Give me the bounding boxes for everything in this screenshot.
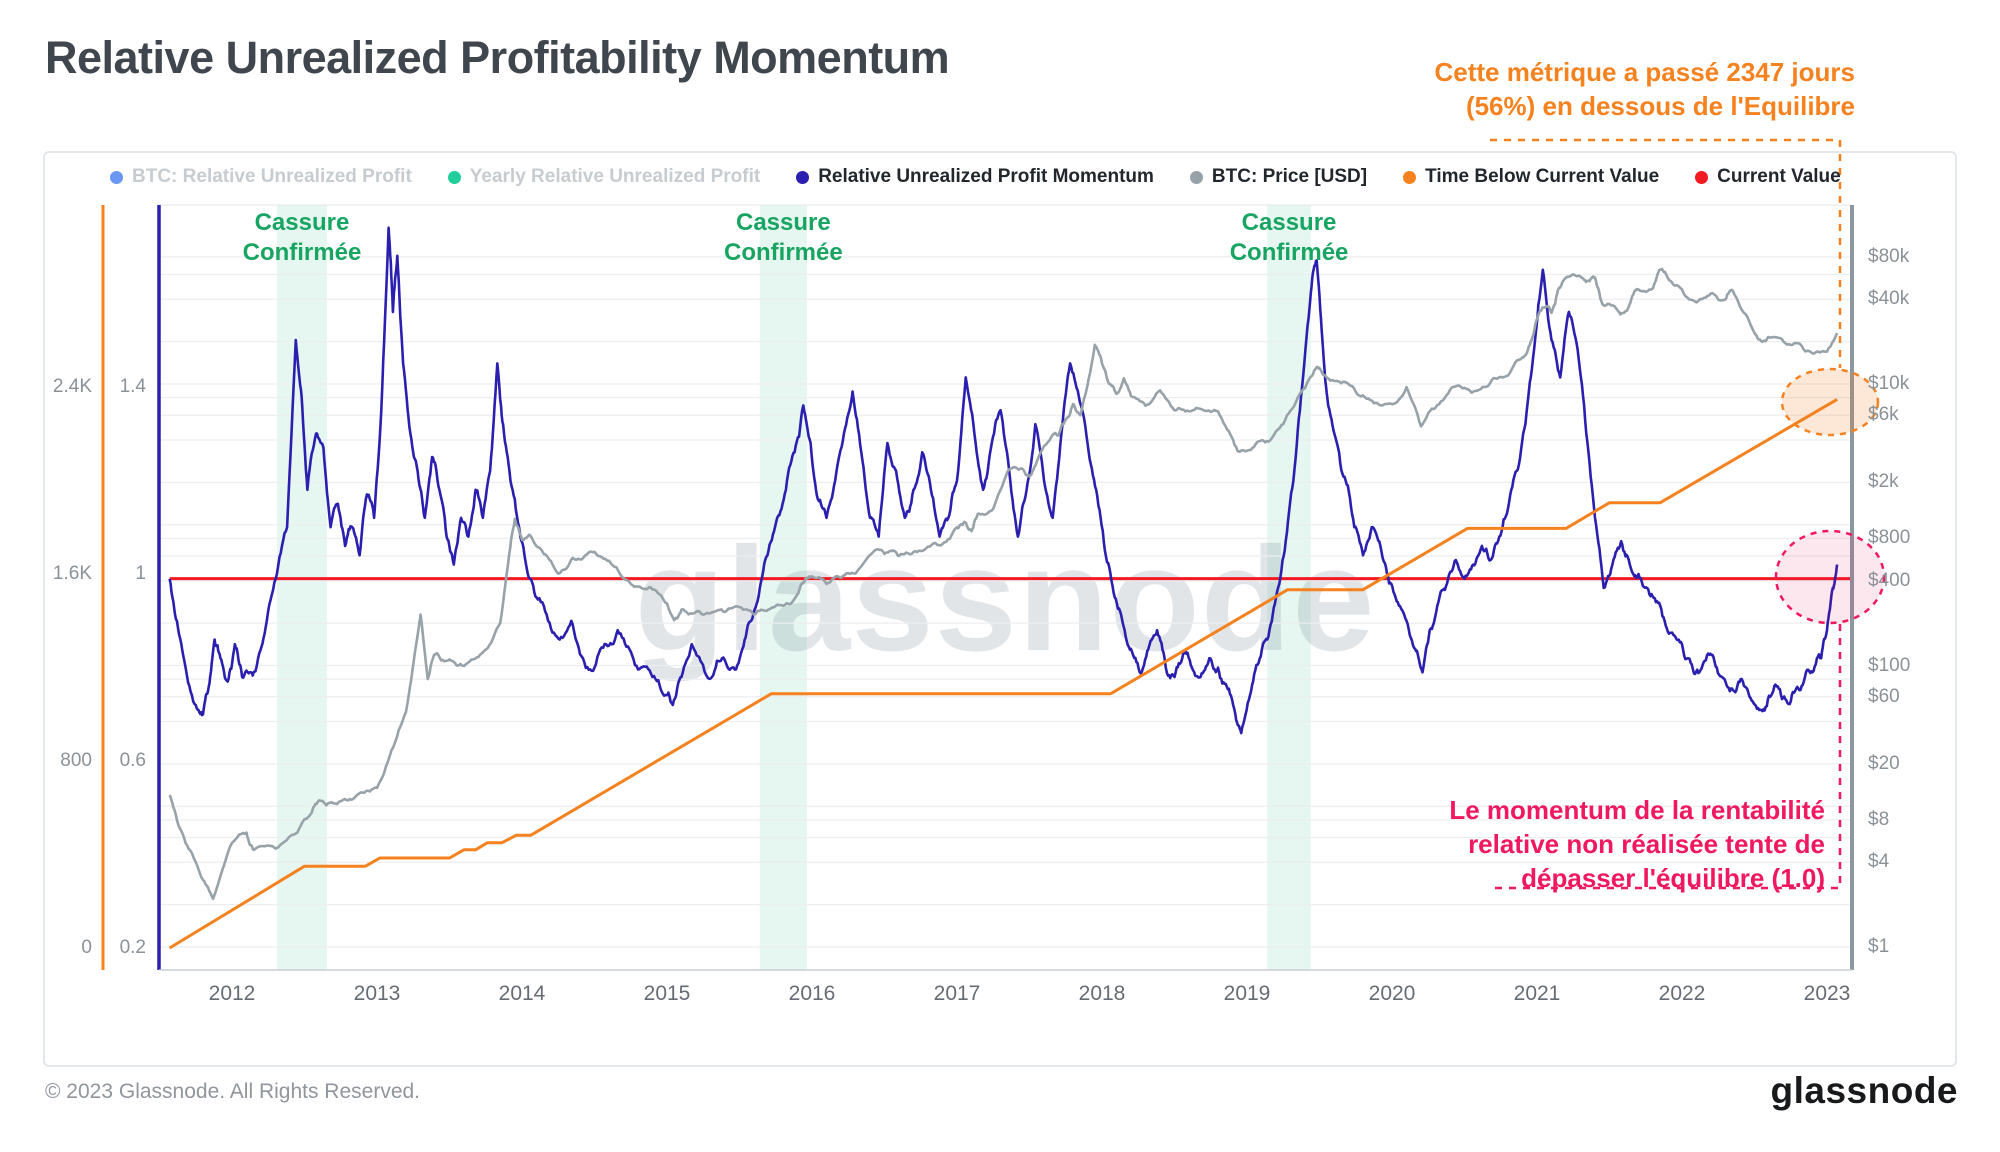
orange-highlight-ellipse xyxy=(1780,367,1880,437)
year-axis-tick-2015: 2015 xyxy=(643,982,691,1005)
series-days-line xyxy=(168,398,1838,950)
legend-item-label: Time Below Current Value xyxy=(1425,166,1660,187)
price-axis-tick-$80k: $80k xyxy=(1868,245,1910,267)
legend-item-label: BTC: Relative Unrealized Profit xyxy=(132,166,412,187)
price-axis-tick-$6k: $6k xyxy=(1868,404,1899,426)
momentum-axis-tick-0.2: 0.2 xyxy=(119,937,146,959)
annotation-days-below: Cette métrique a passé 2347 jours (56%) … xyxy=(1434,55,1855,123)
price-axis-tick-$2k: $2k xyxy=(1868,471,1899,493)
legend-item-label: Current Value xyxy=(1717,166,1841,187)
price-axis-tick-$4: $4 xyxy=(1868,851,1890,873)
legend-item-yearly-relative-unrealized-profit[interactable]: Yearly Relative Unrealized Profit xyxy=(447,166,761,188)
annotation-days-below-line1: Cette métrique a passé 2347 jours xyxy=(1434,57,1855,87)
legend-item-label: BTC: Price [USD] xyxy=(1211,166,1368,187)
price-axis-tick-$400: $400 xyxy=(1868,569,1911,591)
chart-card xyxy=(43,151,1957,1067)
legend-dot-icon xyxy=(110,170,123,184)
year-axis-tick-2014: 2014 xyxy=(498,982,546,1005)
legend-item-time-below-current-value[interactable]: Time Below Current Value xyxy=(1403,166,1659,188)
footer-copyright: © 2023 Glassnode. All Rights Reserved. xyxy=(45,1080,421,1103)
year-axis-tick-2019: 2019 xyxy=(1223,982,1271,1005)
price-axis-tick-$8: $8 xyxy=(1868,808,1890,830)
cassure-confirmee-label-1: Cassure Confirmée xyxy=(242,209,362,266)
legend: BTC: Relative Unrealized Profit Yearly Re… xyxy=(110,166,1841,188)
orange-leader-dashed-line xyxy=(1490,138,1842,368)
days-axis-tick-2.4K: 2.4K xyxy=(52,376,92,397)
annotation-momentum-line3: dépasser l'équilibre (1.0) xyxy=(1521,863,1825,893)
glassnode-logo: glassnode xyxy=(1770,1070,1958,1111)
legend-item-relative-unrealized-profit-momentum[interactable]: Relative Unrealized Profit Momentum xyxy=(796,166,1154,188)
price-axis-tick-$40k: $40k xyxy=(1868,288,1910,310)
series-momentum-line xyxy=(168,226,1839,735)
annotation-momentum-line1: Le momentum de la rentabilité xyxy=(1449,795,1825,825)
days-axis-tick-1.6K: 1.6K xyxy=(52,563,92,584)
momentum-axis-tick-1.4: 1.4 xyxy=(119,375,146,397)
momentum-axis-tick-1: 1 xyxy=(135,563,146,584)
pink-highlight-ellipse xyxy=(1774,529,1886,625)
legend-dot-icon xyxy=(1189,170,1203,184)
price-axis-tick-$800: $800 xyxy=(1868,527,1911,549)
legend-dot-icon xyxy=(447,170,461,184)
legend-dot-icon xyxy=(1403,170,1417,184)
annotation-momentum-line2: relative non réalisée tente de xyxy=(1468,829,1825,859)
momentum-axis-tick-0.6: 0.6 xyxy=(119,750,146,772)
year-axis-tick-2017: 2017 xyxy=(933,982,981,1005)
year-axis-tick-2020: 2020 xyxy=(1368,982,1416,1005)
pink-leader-dashed-line xyxy=(1490,624,1842,890)
year-axis-tick-2013: 2013 xyxy=(353,982,401,1005)
year-axis-tick-2016: 2016 xyxy=(788,982,836,1005)
cassure-confirmee-label-2: Cassure Confirmée xyxy=(724,209,843,266)
annotation-days-below-line2: (56%) en dessous de l'Equilibre xyxy=(1465,91,1855,121)
legend-dot-icon xyxy=(796,170,810,184)
confirmed-breakout-band-1 xyxy=(276,205,327,970)
year-axis-tick-2023: 2023 xyxy=(1803,982,1851,1005)
price-axis-tick-$20: $20 xyxy=(1868,752,1900,774)
days-axis-tick-0: 0 xyxy=(81,937,92,958)
series-price-line xyxy=(168,267,1839,901)
legend-dot-icon xyxy=(1695,170,1709,184)
legend-item-label: Yearly Relative Unrealized Profit xyxy=(469,166,761,187)
series-group xyxy=(168,226,1852,950)
price-axis-tick-$10k: $10k xyxy=(1868,373,1910,394)
year-axis-tick-2018: 2018 xyxy=(1078,982,1126,1005)
days-axis-tick-800: 800 xyxy=(60,750,92,771)
price-axis-tick-$60: $60 xyxy=(1868,685,1900,707)
year-axis-tick-2021: 2021 xyxy=(1513,982,1561,1005)
legend-item-btc-price-usd[interactable]: BTC: Price [USD] xyxy=(1189,166,1368,188)
legend-item-btc-relative-unrealized-profit[interactable]: BTC: Relative Unrealized Profit xyxy=(110,166,412,188)
page-title: Relative Unrealized Profitability Moment… xyxy=(45,32,950,83)
legend-item-current-value[interactable]: Current Value xyxy=(1695,166,1841,188)
annotation-momentum: Le momentum de la rentabilité relative n… xyxy=(1449,793,1825,895)
price-axis-tick-$100: $100 xyxy=(1868,654,1911,676)
cassure-confirmee-label-3: Cassure Confirmée xyxy=(1229,209,1349,266)
legend-item-label: Relative Unrealized Profit Momentum xyxy=(818,166,1154,187)
confirmed-breakout-band-3 xyxy=(1267,205,1311,970)
year-axis-tick-2022: 2022 xyxy=(1658,982,1706,1005)
year-axis-tick-2012: 2012 xyxy=(208,982,256,1005)
price-axis-tick-$1: $1 xyxy=(1868,936,1890,957)
